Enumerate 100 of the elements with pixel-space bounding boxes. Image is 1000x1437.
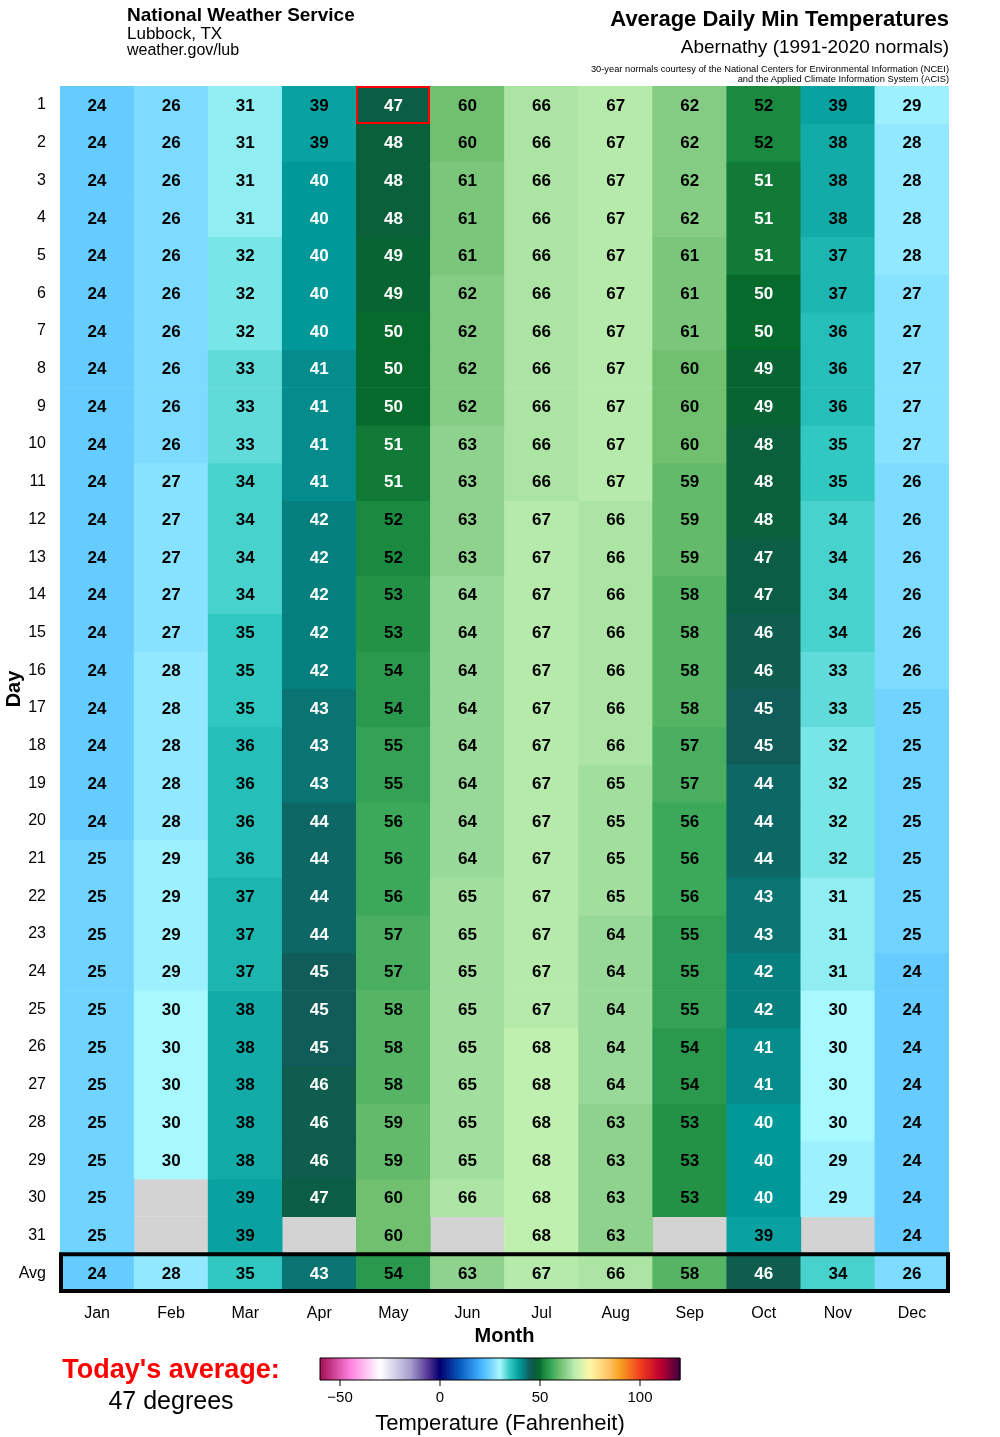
data-label: 24 [902,1226,922,1246]
data-label: 66 [532,283,551,303]
data-label: 44 [754,773,774,793]
data-label: 39 [235,1226,255,1246]
data-label: 33 [235,397,255,417]
data-label: 29 [161,962,181,982]
data-label: 67 [532,811,551,831]
data-label: 39 [828,95,848,115]
data-label: 37 [828,283,848,303]
data-label: 67 [606,321,626,341]
data-label: 24 [87,698,108,718]
data-label: 44 [754,849,774,869]
data-label: 24 [87,660,108,680]
data-label: 34 [235,472,256,492]
data-label: 56 [383,811,403,831]
data-label: 65 [458,1075,477,1095]
y-tick-label: 21 [28,849,47,866]
data-label: 24 [87,321,108,341]
data-label: 41 [309,434,329,454]
data-label: 26 [161,397,181,417]
data-label: 64 [458,811,478,831]
data-label: 24 [87,623,108,643]
data-label: 24 [87,359,108,379]
data-label: 48 [754,434,774,454]
data-label: 34 [828,547,848,567]
data-label: 65 [606,773,626,793]
data-label: 53 [680,1188,700,1208]
y-tick-label: 18 [28,735,47,753]
data-label: 48 [383,133,403,153]
data-label: 67 [532,698,551,718]
data-label: 67 [532,585,551,605]
data-label: 58 [680,623,700,643]
data-label: 31 [235,133,255,153]
data-label: 39 [754,1226,774,1246]
x-tick-label: Mar [231,1304,260,1322]
data-label: 24 [902,962,922,982]
data-label: 31 [828,924,848,944]
data-label: 33 [828,698,848,718]
data-label: 26 [161,95,181,115]
y-axis-title: Day [1,669,24,708]
data-label: 61 [458,208,477,228]
data-label: 25 [87,1037,107,1057]
data-label: 25 [87,1075,107,1095]
data-label: 66 [532,397,551,417]
data-label: 40 [754,1113,774,1133]
data-label: 25 [902,886,922,906]
data-label: 57 [680,773,700,793]
data-label: 64 [458,773,478,793]
x-tick-label: Oct [751,1304,777,1322]
data-label: 50 [754,283,774,303]
data-label: 28 [161,660,181,680]
data-label: 38 [828,133,848,153]
data-label: 24 [902,1113,922,1133]
data-label: 24 [902,1037,922,1057]
data-label: 51 [754,246,774,266]
y-tick-label: 8 [37,359,47,377]
data-label: 38 [235,1037,255,1057]
data-label: 50 [383,359,403,379]
data-label: 46 [309,1075,329,1095]
data-label: 62 [458,321,477,341]
data-label: 46 [309,1150,329,1170]
data-label: 24 [87,736,108,756]
data-label: 24 [87,773,108,793]
y-tick-label: 1 [37,95,47,113]
data-label: 65 [458,924,477,944]
data-label: 54 [680,1037,700,1057]
data-label: 38 [235,1113,255,1133]
data-label: 27 [902,434,922,454]
data-label: 24 [87,811,108,831]
data-label: 67 [606,95,626,115]
data-label: 66 [532,321,551,341]
data-label: 38 [235,1075,255,1095]
data-label: 26 [902,547,922,567]
data-label: 30 [828,1113,848,1133]
data-label: 24 [902,1000,922,1020]
data-label: 53 [680,1113,700,1133]
data-label: 30 [161,1000,181,1020]
data-label: 44 [309,924,330,944]
data-label: 67 [606,208,626,228]
data-label: 66 [606,660,626,680]
data-label: 64 [606,1075,626,1095]
y-tick-label: 14 [28,585,47,603]
data-label: 43 [309,698,329,718]
data-label: 46 [754,1263,774,1283]
data-label: 54 [680,1075,700,1095]
data-label: 28 [902,246,922,266]
data-label: 24 [87,547,108,567]
data-label: 39 [309,95,329,115]
data-label: 36 [235,773,255,793]
data-label: 67 [532,1263,551,1283]
y-tick-label: 27 [28,1075,47,1093]
data-label: 48 [754,510,774,530]
data-label: 32 [828,849,848,869]
data-label: 29 [161,924,181,944]
data-label: 67 [606,283,626,303]
data-label: 36 [235,849,255,869]
x-tick-label: Jan [84,1304,110,1322]
data-label: 65 [606,811,626,831]
data-label: 25 [87,924,107,944]
data-label: 37 [828,246,848,266]
